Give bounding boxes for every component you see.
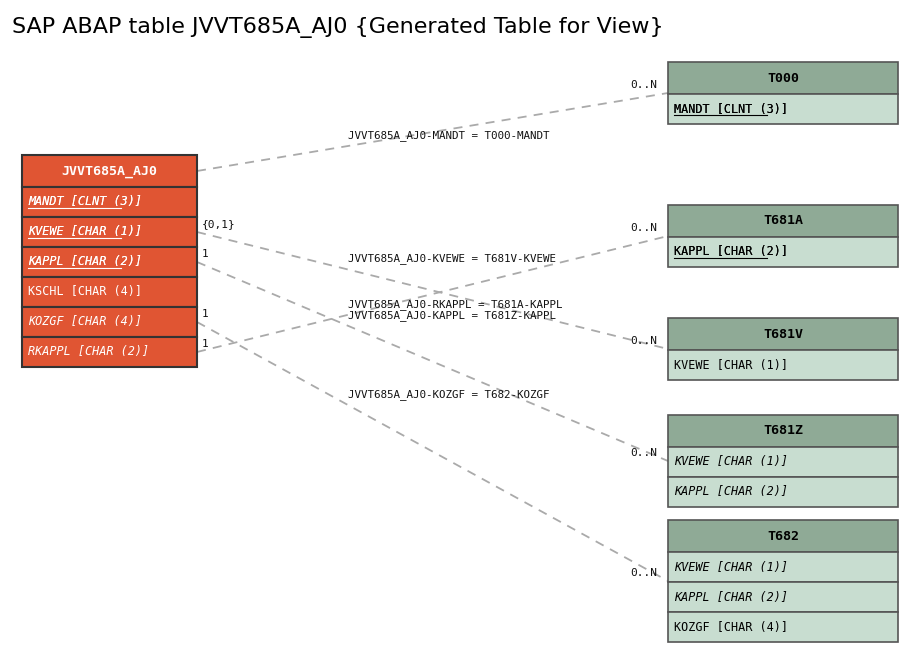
- Text: KAPPL [CHAR (2)]: KAPPL [CHAR (2)]: [674, 591, 788, 603]
- Text: 0..N: 0..N: [630, 223, 657, 233]
- Text: JVVT685A_AJ0-KAPPL = T681Z-KAPPL: JVVT685A_AJ0-KAPPL = T681Z-KAPPL: [347, 310, 555, 321]
- Text: 0..N: 0..N: [630, 336, 657, 346]
- Text: KVEWE [CHAR (1)]: KVEWE [CHAR (1)]: [28, 225, 142, 238]
- Bar: [668, 477, 898, 507]
- Text: JVVT685A_AJ0-KOZGF = T682-KOZGF: JVVT685A_AJ0-KOZGF = T682-KOZGF: [347, 389, 549, 400]
- Text: KVEWE [CHAR (1)]: KVEWE [CHAR (1)]: [674, 561, 788, 574]
- Bar: [668, 612, 898, 642]
- Text: T681V: T681V: [763, 328, 803, 341]
- Bar: [668, 237, 898, 267]
- Text: KVEWE [CHAR (1)]: KVEWE [CHAR (1)]: [674, 358, 788, 371]
- Text: KAPPL [CHAR (2)]: KAPPL [CHAR (2)]: [28, 255, 142, 269]
- Text: 1: 1: [202, 249, 209, 259]
- Bar: [668, 552, 898, 582]
- Bar: [22, 337, 197, 367]
- Text: 0..N: 0..N: [630, 448, 657, 458]
- Text: JVVT685A_AJ0-KVEWE = T681V-KVEWE: JVVT685A_AJ0-KVEWE = T681V-KVEWE: [347, 253, 555, 265]
- Text: {0,1}: {0,1}: [202, 219, 236, 229]
- Bar: [668, 582, 898, 612]
- Text: MANDT [CLNT (3)]: MANDT [CLNT (3)]: [28, 195, 142, 208]
- Bar: [22, 155, 197, 187]
- Text: KAPPL [CHAR (2)]: KAPPL [CHAR (2)]: [674, 246, 788, 259]
- Text: KVEWE [CHAR (1)]: KVEWE [CHAR (1)]: [28, 225, 142, 238]
- Text: T682: T682: [767, 529, 799, 542]
- Bar: [668, 62, 898, 94]
- Text: MANDT [CLNT (3)]: MANDT [CLNT (3)]: [674, 102, 788, 115]
- Text: JVVT685A_AJ0: JVVT685A_AJ0: [62, 164, 157, 178]
- Text: 1: 1: [202, 339, 209, 349]
- Text: 0..N: 0..N: [630, 568, 657, 578]
- Bar: [668, 94, 898, 124]
- Text: KAPPL [CHAR (2)]: KAPPL [CHAR (2)]: [674, 246, 788, 259]
- Text: SAP ABAP table JVVT685A_AJ0 {Generated Table for View}: SAP ABAP table JVVT685A_AJ0 {Generated T…: [12, 18, 663, 39]
- Bar: [22, 247, 197, 277]
- Bar: [668, 205, 898, 237]
- Text: RKAPPL [CHAR (2)]: RKAPPL [CHAR (2)]: [28, 345, 149, 358]
- Text: T000: T000: [767, 71, 799, 84]
- Bar: [668, 447, 898, 477]
- Text: 1: 1: [202, 309, 209, 319]
- Bar: [668, 350, 898, 380]
- Bar: [668, 318, 898, 350]
- Text: KVEWE [CHAR (1)]: KVEWE [CHAR (1)]: [674, 455, 788, 468]
- Bar: [22, 307, 197, 337]
- Text: KSCHL [CHAR (4)]: KSCHL [CHAR (4)]: [28, 286, 142, 299]
- Text: KOZGF [CHAR (4)]: KOZGF [CHAR (4)]: [674, 620, 788, 633]
- Bar: [668, 415, 898, 447]
- Text: 0..N: 0..N: [630, 80, 657, 90]
- Text: KAPPL [CHAR (2)]: KAPPL [CHAR (2)]: [674, 485, 788, 498]
- Bar: [22, 277, 197, 307]
- Bar: [668, 520, 898, 552]
- Text: MANDT [CLNT (3)]: MANDT [CLNT (3)]: [674, 102, 788, 115]
- Text: KAPPL [CHAR (2)]: KAPPL [CHAR (2)]: [28, 255, 142, 269]
- Text: JVVT685A_AJ0-MANDT = T000-MANDT: JVVT685A_AJ0-MANDT = T000-MANDT: [347, 130, 549, 141]
- Text: T681A: T681A: [763, 214, 803, 227]
- Text: T681Z: T681Z: [763, 424, 803, 438]
- Bar: [22, 217, 197, 247]
- Bar: [22, 187, 197, 217]
- Text: KOZGF [CHAR (4)]: KOZGF [CHAR (4)]: [28, 316, 142, 329]
- Text: MANDT [CLNT (3)]: MANDT [CLNT (3)]: [28, 195, 142, 208]
- Text: JVVT685A_AJ0-RKAPPL = T681A-KAPPL: JVVT685A_AJ0-RKAPPL = T681A-KAPPL: [347, 299, 562, 310]
